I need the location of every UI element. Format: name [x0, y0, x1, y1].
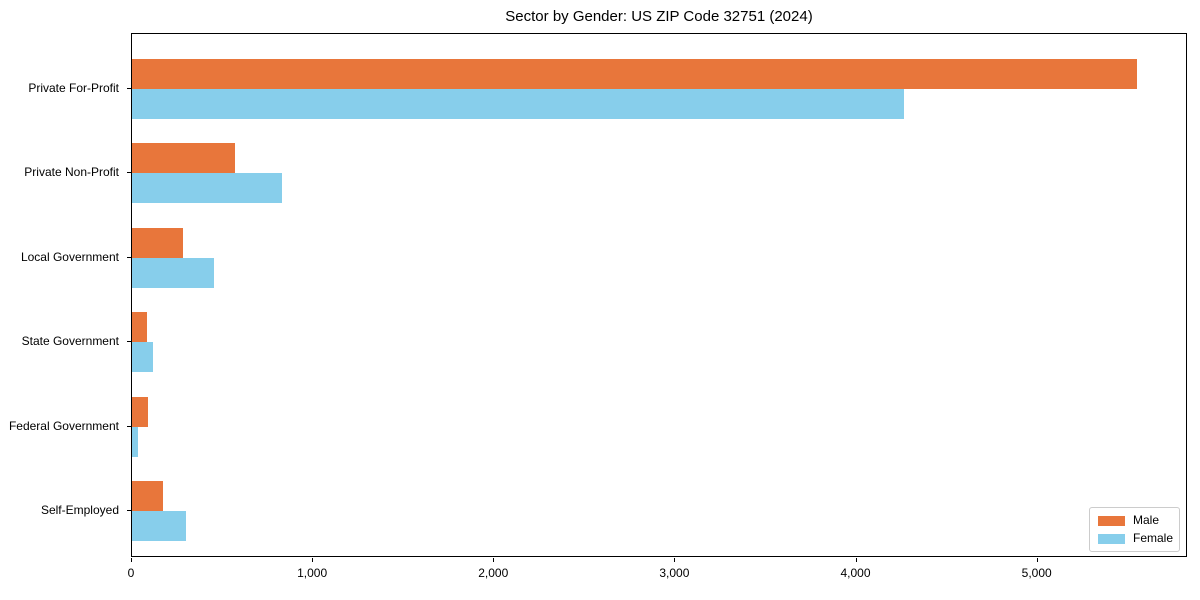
bar-female-federal-government — [132, 426, 138, 457]
bar-male-state-government — [132, 312, 147, 343]
xtick-label-2000: 2,000 — [478, 566, 509, 580]
bar-male-federal-government — [132, 396, 148, 427]
xtick-mark-0 — [131, 558, 132, 562]
ytick-label-state-government: State Government — [21, 334, 119, 349]
xtick-label-3000: 3,000 — [659, 566, 690, 580]
bar-male-private-for-profit — [132, 59, 1137, 89]
ytick-label-self-employed: Self-Employed — [40, 503, 119, 517]
legend-swatch-male — [1098, 515, 1125, 526]
legend-swatch-female — [1098, 533, 1125, 544]
ytick-mark-private-non-profit — [127, 172, 131, 174]
xtick-mark-3000 — [674, 558, 676, 562]
ytick-mark-state-government — [127, 341, 131, 343]
ytick-label-federal-government: Federal Government — [8, 418, 119, 433]
ytick-label-private-for-profit: Private For-Profit — [28, 81, 119, 95]
xtick-mark-1000 — [312, 558, 314, 562]
xtick-label-0: 0 — [127, 566, 135, 580]
xtick-label-5000: 5,000 — [1021, 566, 1052, 580]
legend-row-female: Female — [1098, 531, 1174, 545]
xtick-mark-2000 — [493, 558, 495, 562]
legend: Male Female — [1089, 507, 1180, 552]
ytick-mark-private-for-profit — [127, 88, 131, 89]
xtick-mark-5000 — [1036, 558, 1038, 562]
bar-male-self-employed — [132, 481, 163, 511]
ytick-mark-federal-government — [127, 425, 131, 427]
legend-label-male: Male — [1133, 513, 1160, 527]
plot-area — [131, 33, 1187, 557]
xtick-label-1000: 1,000 — [297, 566, 328, 580]
bar-female-private-non-profit — [132, 173, 282, 204]
ytick-label-local-government: Local Government — [20, 249, 119, 264]
bar-female-state-government — [132, 342, 153, 373]
ytick-mark-local-government — [127, 256, 131, 258]
xtick-mark-4000 — [855, 558, 857, 562]
bar-male-local-government — [132, 227, 183, 258]
ytick-label-private-non-profit: Private Non-Profit — [24, 165, 119, 180]
chart-title: Sector by Gender: US ZIP Code 32751 (202… — [505, 8, 813, 25]
ytick-mark-self-employed — [127, 510, 131, 511]
legend-row-male: Male — [1098, 514, 1171, 527]
bar-female-local-government — [132, 257, 214, 288]
xtick-label-4000: 4,000 — [840, 566, 871, 580]
bar-male-private-non-profit — [132, 143, 235, 174]
legend-label-female: Female — [1133, 531, 1174, 545]
bar-female-private-for-profit — [132, 89, 904, 119]
bar-female-self-employed — [132, 511, 186, 541]
